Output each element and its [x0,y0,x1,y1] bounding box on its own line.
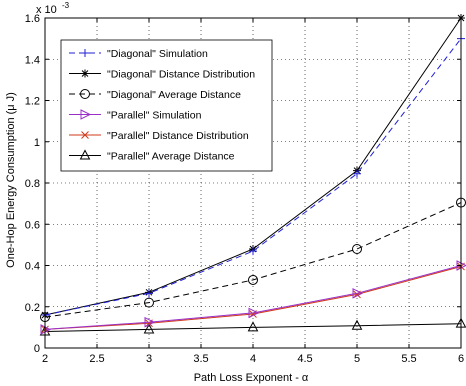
legend-label: "Diagonal" Distance Distribution [107,69,255,81]
x-tick-label: 6 [458,353,464,365]
legend-label: "Parallel" Simulation [107,110,202,122]
legend-entry: "Diagonal" Simulation [69,48,208,60]
y-tick-label: 0.4 [25,261,40,273]
legend-label: "Diagonal" Simulation [107,48,208,60]
x-tick-label: 3 [146,353,152,365]
legend-label: "Parallel" Distance Distribution [107,130,249,142]
x-tick-label: 5.5 [401,353,416,365]
data-point [143,323,155,334]
data-point [145,289,153,298]
legend-swatch-marker [79,149,91,160]
y-exponent: x 10 -3 [36,1,70,16]
data-point [247,321,259,332]
y-tick-label: 0.2 [25,302,40,314]
legend-entry: "Diagonal" Distance Distribution [69,69,255,81]
data-point [249,247,257,256]
x-tick-label: 3.5 [193,353,208,365]
data-point [352,288,364,299]
series-line [44,38,462,316]
data-point [351,319,363,330]
y-exponent-base: x 10 [36,4,57,16]
x-tick-label: 4 [250,353,256,365]
legend-entry: "Diagonal" Average Distance [69,89,241,101]
data-point [144,316,156,328]
y-axis-label: One-Hop Energy Consumption (μ J) [5,92,17,268]
y-tick-label: 1.2 [25,96,40,108]
series-line [44,323,462,332]
data-point [353,169,361,178]
data-point [248,274,258,285]
legend-swatch-marker [80,89,90,99]
legend-box [60,39,273,172]
legend-entry: "Parallel" Simulation [69,109,202,122]
y-tick-label: 0.8 [25,178,40,190]
x-tick-label: 2.5 [89,353,104,365]
x-tick-label: 4.5 [297,353,312,365]
legend: "Diagonal" Simulation "Diagonal" Distance… [60,39,273,172]
data-point [144,297,154,308]
legend-entry: "Parallel" Distance Distribution [69,130,249,142]
y-tick-label: 0.6 [25,219,40,231]
legend-swatch-marker [81,69,89,78]
x-tick-label: 5 [354,353,360,365]
legend-swatch-marker [81,131,89,139]
y-tick-label: 1.6 [25,13,40,25]
y-tick-label: 0 [34,343,40,355]
series-5 [39,317,466,336]
x-axis-label: Path Loss Exponent - α [194,372,309,384]
y-tick-label: 1.4 [25,54,40,66]
legend-swatch-marker [81,49,89,57]
data-point [352,244,362,254]
series-layer [39,14,466,336]
legend-entry: "Parallel" Average Distance [69,149,235,163]
series-line [44,202,462,318]
series-line [44,265,462,330]
data-point [248,307,260,319]
x-tick-label: 2 [42,353,48,365]
legend-swatch-marker [80,109,92,120]
y-exponent-power: -3 [62,1,70,10]
legend-label: "Parallel" Average Distance [107,151,235,163]
y-tick-label: 1 [34,137,40,149]
legend-label: "Diagonal" Average Distance [107,89,241,101]
axis-ticks: 2 2.5 3 3.5 4 4.5 5 5.5 6 0 0.2 0.4 0.6 0.8 1 1.2 1.4 1.6 [25,13,464,365]
